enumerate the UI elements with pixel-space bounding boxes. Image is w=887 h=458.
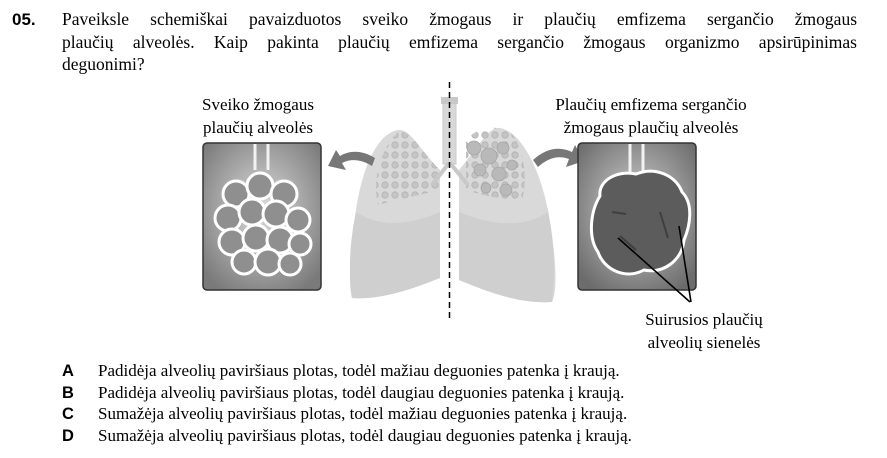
answer-text: Padidėja alveolių paviršiaus plotas, tod… [98,361,620,380]
question-text: Paveiksle schemiškai pavaizduotos sveiko… [62,8,857,76]
lung-alveoli-diagram [202,82,697,320]
damaged-walls-label-line-2: alveolių sienelės [647,332,761,352]
answer-option-c[interactable]: C Sumažėja alveolių paviršiaus plotas, t… [62,404,632,426]
answer-options: A Padidėja alveolių paviršiaus plotas, t… [62,361,632,447]
emphysema-alveoli-image [577,142,697,291]
answer-option-b[interactable]: B Padidėja alveolių paviršiaus plotas, t… [62,383,632,405]
emphysema-label: Plaučių emfizema sergančio žmogaus plauč… [522,94,780,139]
healthy-label-line-1: Sveiko žmogaus [202,95,314,114]
healthy-label: Sveiko žmogaus plaučių alveolės [170,94,346,139]
question-number: 05. [12,10,36,29]
answer-option-d[interactable]: D Sumažėja alveolių paviršiaus plotas, t… [62,426,632,448]
answer-text: Padidėja alveolių paviršiaus plotas, tod… [98,382,625,402]
arrow-left-icon [328,150,375,170]
arrow-right-icon [533,145,584,167]
question-line-2: plaučių alveolės. Kaip pakinta plaučių e… [62,31,857,52]
emphysema-label-line-1: Plaučių emfizema sergančio [555,95,747,114]
lungs-illustration [349,82,556,320]
damaged-walls-label-line-1: Suirusios plaučių [645,310,763,329]
healthy-alveoli-image [202,142,322,291]
answer-text: Sumažėja alveolių paviršiaus plotas, tod… [98,404,628,423]
answer-letter: C [62,405,74,423]
answer-letter: A [62,362,74,380]
answer-letter: B [62,383,74,402]
answer-option-a[interactable]: A Padidėja alveolių paviršiaus plotas, t… [62,361,632,383]
answer-letter: D [62,426,74,445]
emphysema-label-line-2: žmogaus plaučių alveolės [563,117,739,137]
question-line-1: Paveiksle schemiškai pavaizduotos sveiko… [62,9,857,29]
question-line-3: deguonimi? [62,54,145,74]
damaged-walls-label: Suirusios plaučių alveolių sienelės [618,309,790,354]
answer-text: Sumažėja alveolių paviršiaus plotas, tod… [98,425,632,445]
healthy-label-line-2: plaučių alveolės [203,117,313,137]
